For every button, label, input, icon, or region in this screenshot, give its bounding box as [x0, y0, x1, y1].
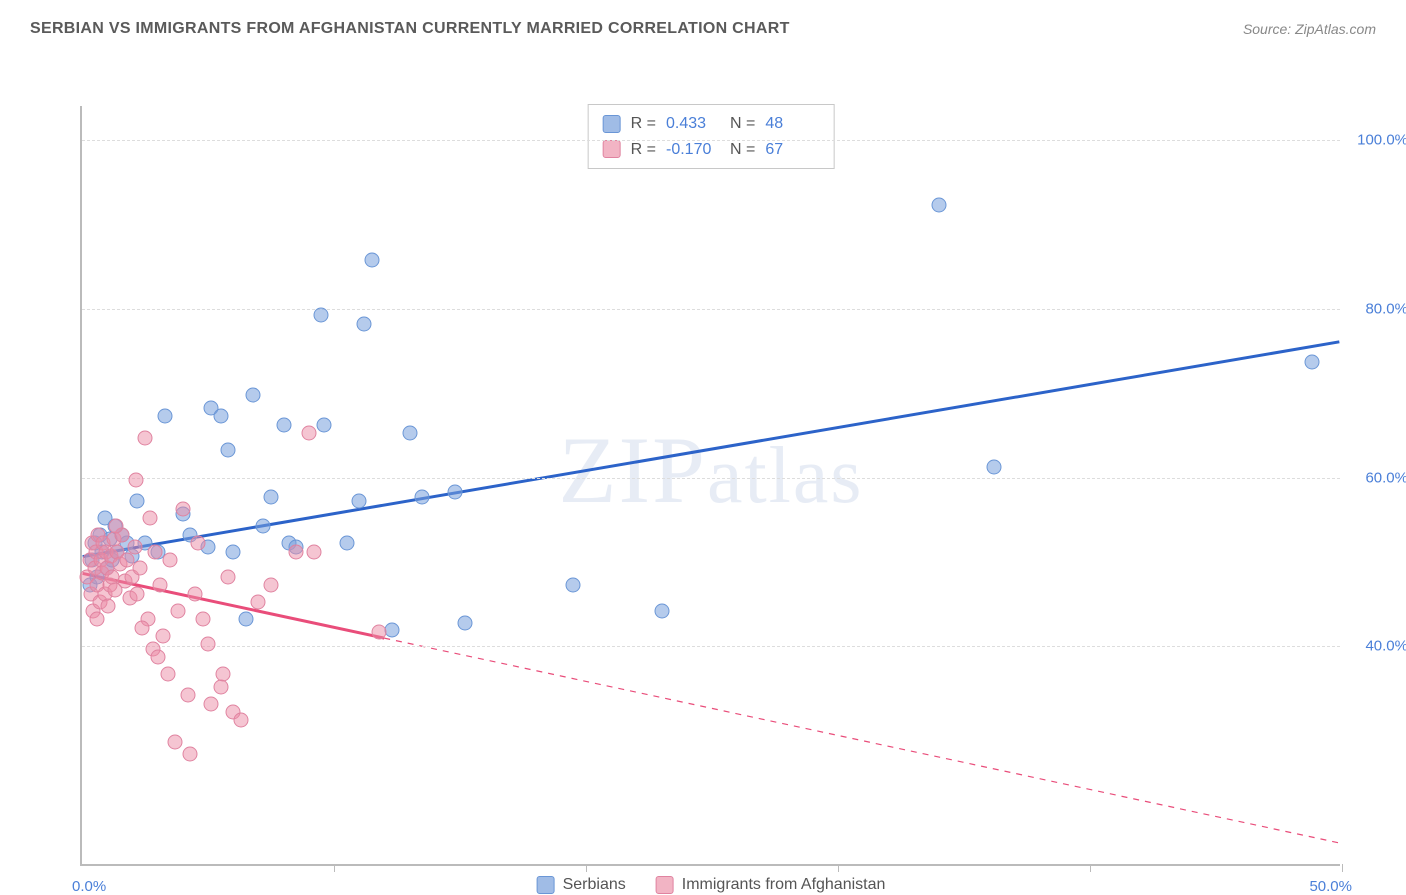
legend-swatch — [603, 115, 621, 133]
scatter-point — [352, 493, 367, 508]
chart-header: SERBIAN VS IMMIGRANTS FROM AFGHANISTAN C… — [0, 0, 1406, 48]
scatter-point — [314, 308, 329, 323]
scatter-point — [170, 603, 185, 618]
scatter-point — [246, 388, 261, 403]
scatter-point — [339, 536, 354, 551]
trend-lines — [82, 106, 1340, 864]
gridline — [82, 140, 1340, 141]
gridline — [82, 478, 1340, 479]
scatter-point — [357, 316, 372, 331]
scatter-point — [160, 667, 175, 682]
scatter-point — [226, 544, 241, 559]
scatter-point — [256, 519, 271, 534]
scatter-point — [364, 253, 379, 268]
x-tick — [838, 864, 839, 872]
scatter-point — [264, 489, 279, 504]
watermark: ZIPatlas — [558, 415, 863, 525]
scatter-point — [216, 667, 231, 682]
gridline — [82, 309, 1340, 310]
scatter-point — [153, 578, 168, 593]
scatter-point — [129, 472, 144, 487]
scatter-point — [138, 430, 153, 445]
stats-box: R =0.433N =48R =-0.170N =67 — [588, 104, 835, 169]
legend-swatch — [656, 876, 674, 894]
scatter-point — [1304, 354, 1319, 369]
scatter-point — [183, 747, 198, 762]
x-tick — [334, 864, 335, 872]
scatter-point — [168, 734, 183, 749]
stats-row: R = 0.433 N = 48 — [603, 111, 820, 137]
y-tick-label: 80.0% — [1365, 300, 1406, 317]
legend-swatch — [537, 876, 555, 894]
scatter-point — [148, 544, 163, 559]
y-tick-label: 60.0% — [1365, 469, 1406, 486]
chart-title: SERBIAN VS IMMIGRANTS FROM AFGHANISTAN C… — [30, 20, 790, 38]
scatter-point — [150, 650, 165, 665]
scatter-point — [203, 696, 218, 711]
y-tick-label: 40.0% — [1365, 638, 1406, 655]
x-tick-min: 0.0% — [72, 878, 106, 895]
scatter-point — [372, 624, 387, 639]
scatter-point — [201, 637, 216, 652]
scatter-point — [654, 603, 669, 618]
x-tick — [1090, 864, 1091, 872]
scatter-point — [127, 540, 142, 555]
scatter-point — [143, 510, 158, 525]
scatter-point — [158, 409, 173, 424]
scatter-point — [289, 544, 304, 559]
scatter-point — [233, 713, 248, 728]
scatter-point — [155, 629, 170, 644]
legend-label: Serbians — [563, 876, 626, 894]
scatter-point — [221, 569, 236, 584]
scatter-point — [213, 409, 228, 424]
x-tick — [1342, 864, 1343, 872]
scatter-point — [101, 599, 116, 614]
scatter-point — [264, 578, 279, 593]
scatter-point — [251, 595, 266, 610]
scatter-point — [180, 688, 195, 703]
scatter-point — [175, 502, 190, 517]
scatter-point — [301, 426, 316, 441]
scatter-point — [221, 443, 236, 458]
scatter-point — [931, 198, 946, 213]
scatter-point — [132, 561, 147, 576]
scatter-point — [188, 586, 203, 601]
scatter-point — [316, 417, 331, 432]
x-tick — [586, 864, 587, 872]
n-value: 48 — [765, 111, 819, 137]
gridline — [82, 646, 1340, 647]
legend-item: Immigrants from Afghanistan — [656, 876, 886, 894]
legend-swatch — [603, 140, 621, 158]
scatter-point — [238, 612, 253, 627]
chart-source: Source: ZipAtlas.com — [1243, 21, 1376, 37]
scatter-point — [195, 612, 210, 627]
scatter-point — [415, 489, 430, 504]
scatter-point — [987, 460, 1002, 475]
scatter-point — [130, 586, 145, 601]
scatter-point — [458, 616, 473, 631]
scatter-point — [130, 493, 145, 508]
scatter-point — [163, 553, 178, 568]
legend-label: Immigrants from Afghanistan — [682, 876, 886, 894]
scatter-point — [402, 426, 417, 441]
scatter-point — [276, 417, 291, 432]
scatter-point — [447, 485, 462, 500]
legend-item: Serbians — [537, 876, 626, 894]
bottom-legend: Serbians Immigrants from Afghanistan — [537, 876, 886, 894]
scatter-point — [135, 620, 150, 635]
scatter-point — [190, 536, 205, 551]
scatter-point — [213, 679, 228, 694]
y-tick-label: 100.0% — [1357, 131, 1406, 148]
scatter-point — [566, 578, 581, 593]
n-label: N = — [730, 111, 755, 137]
r-value: 0.433 — [666, 111, 720, 137]
scatter-point — [306, 544, 321, 559]
plot-region: ZIPatlas R =0.433N =48R =-0.170N =67 Ser… — [80, 106, 1340, 866]
r-label: R = — [631, 111, 656, 137]
scatter-point — [89, 612, 104, 627]
scatter-point — [109, 519, 124, 534]
x-tick-max: 50.0% — [1309, 878, 1352, 895]
